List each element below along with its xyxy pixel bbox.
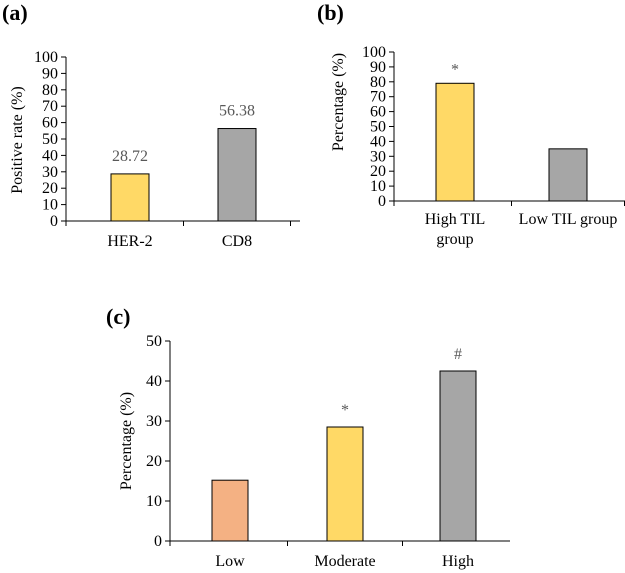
- y-tick-label: 0: [378, 193, 386, 210]
- y-tick-label: 40: [370, 133, 386, 150]
- y-tick-label: 30: [370, 148, 386, 165]
- y-tick-label: 70: [42, 98, 58, 115]
- y-tick-label: 90: [42, 65, 58, 82]
- panel-a-bars: [110, 128, 257, 222]
- category-label-0: High TIL group: [425, 211, 486, 248]
- panel-b-axes: [393, 52, 625, 206]
- bar-label-2: #: [454, 346, 462, 363]
- category-label-line: CD8: [222, 233, 252, 250]
- panel-b-category-labels: High TIL group Low TIL group: [425, 211, 618, 248]
- y-tick-label: 10: [370, 178, 386, 195]
- category-label-line: group: [436, 231, 473, 248]
- panel-c-label: (c): [106, 304, 130, 329]
- category-label-0: Low: [215, 553, 245, 570]
- category-label-line: High: [442, 553, 474, 570]
- bar-2: [439, 370, 477, 542]
- category-label-2: High: [442, 553, 474, 570]
- y-tick-label: 80: [42, 82, 58, 99]
- bar-0: [435, 82, 475, 202]
- category-label-1: CD8: [222, 233, 252, 250]
- panel-b-y-axis-title: Percentage (%): [330, 53, 347, 151]
- category-label-line: HER-2: [107, 233, 152, 250]
- bar-0: [110, 173, 150, 222]
- y-tick-label: 20: [146, 453, 162, 470]
- y-tick-label: 10: [42, 197, 58, 214]
- panel-a-chart: (a) Positive rate (%) 010203040506070809…: [2, 0, 300, 250]
- y-tick-label: 20: [370, 163, 386, 180]
- category-label-0: HER-2: [107, 233, 152, 250]
- y-tick-label: 20: [42, 180, 58, 197]
- panel-c-y-ticks: 0 10 20 30 40 50: [146, 333, 170, 550]
- y-tick-label: 80: [370, 74, 386, 91]
- y-tick-label: 50: [146, 333, 162, 350]
- panel-b-label: (b): [317, 0, 344, 25]
- panel-a-data-labels: 28.72 56.38: [112, 103, 255, 165]
- bar-label-1: *: [341, 402, 349, 419]
- bar-label-1: 56.38: [219, 103, 255, 120]
- y-tick-label: 0: [154, 533, 162, 550]
- bar-1: [548, 148, 588, 202]
- panel-a-category-labels: HER-2 CD8: [107, 233, 252, 250]
- y-tick-label: 100: [34, 49, 58, 66]
- panel-a-axes: [65, 57, 300, 226]
- y-tick-label: 70: [370, 89, 386, 106]
- category-label-1: Moderate: [314, 553, 375, 570]
- category-label-line: Low TIL group: [519, 211, 618, 228]
- y-tick-label: 100: [362, 44, 386, 61]
- y-tick-label: 30: [42, 164, 58, 181]
- panel-a-y-axis-title: Positive rate (%): [9, 86, 26, 194]
- y-tick-label: 50: [42, 131, 58, 148]
- panel-b-annotations: *: [451, 61, 459, 78]
- panel-b-bars: [435, 82, 588, 202]
- y-tick-label: 10: [146, 493, 162, 510]
- panel-c-bars: [211, 370, 477, 542]
- panel-c-y-axis-title: Percentage (%): [118, 392, 135, 490]
- y-tick-label: 60: [42, 115, 58, 132]
- bar-label-0: 28.72: [112, 148, 148, 165]
- y-tick-label: 90: [370, 59, 386, 76]
- y-tick-label: 40: [42, 147, 58, 164]
- category-label-line: High TIL: [425, 211, 486, 228]
- panel-b-chart: (b) Percentage (%) 010203040506070809010…: [317, 0, 625, 248]
- y-tick-label: 0: [50, 213, 58, 230]
- y-tick-label: 50: [370, 119, 386, 136]
- category-label-1: Low TIL group: [519, 211, 618, 228]
- y-tick-label: 60: [370, 104, 386, 121]
- bar-1: [217, 128, 257, 222]
- y-tick-label: 30: [146, 413, 162, 430]
- category-label-line: Moderate: [314, 553, 375, 570]
- panel-c-category-labels: Low Moderate High: [215, 553, 474, 570]
- panel-c-axes: [169, 341, 510, 546]
- y-tick-label: 40: [146, 373, 162, 390]
- bar-1: [326, 426, 364, 542]
- panel-a-label: (a): [2, 0, 28, 25]
- panel-c-annotations: *#: [341, 346, 462, 419]
- bar-0: [211, 479, 249, 542]
- category-label-line: Low: [215, 553, 245, 570]
- bar-label-0: *: [451, 61, 459, 78]
